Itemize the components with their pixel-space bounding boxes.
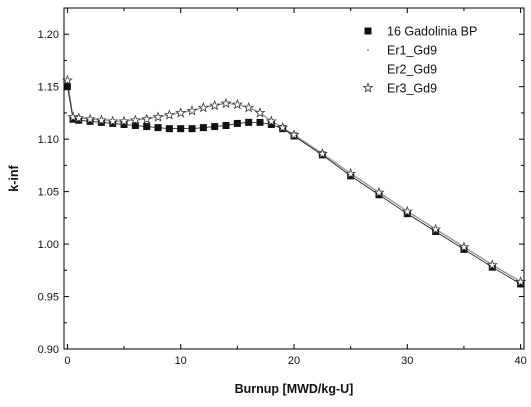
data-point-series-3 <box>107 115 119 126</box>
legend-marker-1 <box>367 49 369 51</box>
x-tick-label: 40 <box>514 355 526 367</box>
legend-marker-3 <box>362 82 374 93</box>
data-point-series-3 <box>231 98 243 110</box>
data-point-series-3 <box>129 114 141 125</box>
y-tick-label: 1.05 <box>38 187 59 199</box>
data-point-series-3 <box>401 205 413 217</box>
series-markers <box>61 74 527 288</box>
plot-frame <box>63 7 525 350</box>
data-point-series-3 <box>84 113 96 124</box>
data-point-series-0 <box>233 119 241 127</box>
data-point-series-0 <box>143 123 151 131</box>
data-point-series-3 <box>458 241 470 252</box>
data-point-series-3 <box>95 114 107 125</box>
data-point-series-3 <box>73 112 85 123</box>
legend-label-er2-gd9: Er2_Gd9 <box>387 63 437 77</box>
data-point-series-3 <box>163 109 175 120</box>
data-point-series-0 <box>154 124 162 132</box>
legend: 16 Gadolinia BP Er1_Gd9 Er2_Gd9 Er3_Gd9 <box>362 25 477 96</box>
data-point-series-3 <box>486 259 498 270</box>
x-tick-label: 20 <box>288 355 300 367</box>
data-point-series-3 <box>243 101 255 113</box>
data-point-series-3 <box>209 99 221 111</box>
data-point-series-0 <box>177 125 185 133</box>
data-point-series-3 <box>265 115 277 126</box>
y-tick-label: 0.95 <box>38 292 59 304</box>
data-point-series-0 <box>188 125 196 133</box>
data-point-series-3 <box>373 186 385 198</box>
data-point-series-3 <box>67 111 79 122</box>
data-point-series-0 <box>120 120 128 128</box>
y-tick-label: 1.10 <box>38 134 59 146</box>
data-point-series-3 <box>118 115 130 126</box>
data-point-series-3 <box>254 107 266 118</box>
data-point-series-0 <box>222 122 230 130</box>
data-point-series-0 <box>131 122 139 130</box>
data-point-series-3 <box>288 129 300 140</box>
y-tick-label: 0.90 <box>38 344 59 356</box>
data-point-series-3 <box>430 223 442 235</box>
legend-label-er3-gd9: Er3_Gd9 <box>387 82 437 96</box>
data-point-series-0 <box>165 125 173 133</box>
data-point-series-0 <box>267 120 275 128</box>
legend-marker-0 <box>364 27 372 35</box>
data-point-series-3 <box>141 113 153 124</box>
data-point-series-3 <box>175 107 187 118</box>
data-point-series-3 <box>220 97 232 109</box>
x-tick-label: 0 <box>64 355 70 367</box>
data-point-series-3 <box>152 111 164 122</box>
data-point-series-0 <box>256 118 264 126</box>
y-axis-ticks: 0.90 0.95 1.00 1.05 1.10 1.15 1.20 <box>38 29 524 356</box>
data-point-series-0 <box>199 124 207 132</box>
series-line-1 <box>67 78 521 282</box>
x-axis-title: Burnup [MWD/kg-U] <box>235 382 354 396</box>
x-axis-ticks: 0 10 20 30 40 <box>64 8 527 367</box>
y-axis-title: k-inf <box>7 164 21 191</box>
data-point-series-3 <box>277 121 289 133</box>
data-point-series-3 <box>197 101 209 113</box>
data-point-series-3 <box>345 168 357 179</box>
legend-label-er1-gd9: Er1_Gd9 <box>387 44 437 58</box>
series-line-3 <box>67 80 521 283</box>
y-tick-label: 1.15 <box>38 82 59 94</box>
data-point-series-3 <box>186 105 198 116</box>
y-tick-label: 1.20 <box>38 29 59 41</box>
data-point-series-3 <box>316 148 328 159</box>
y-tick-label: 1.00 <box>38 239 59 251</box>
series-lines <box>67 78 521 285</box>
data-point-series-0 <box>211 123 219 131</box>
legend-entries <box>362 27 374 93</box>
legend-label-16-gadolinia-bp: 16 Gadolinia BP <box>387 25 477 39</box>
x-tick-label: 10 <box>175 355 187 367</box>
x-tick-label: 30 <box>401 355 413 367</box>
data-point-series-0 <box>245 118 253 126</box>
